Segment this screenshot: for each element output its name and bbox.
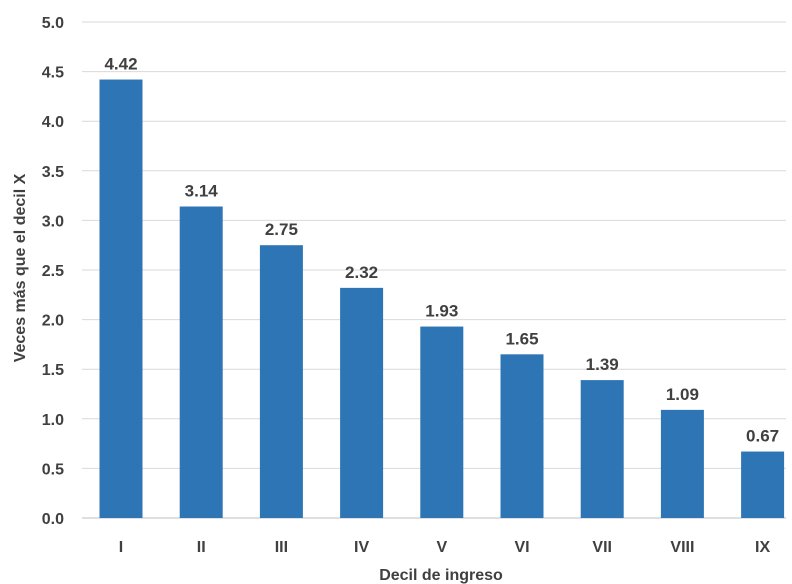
bar xyxy=(99,79,143,518)
x-tick-label: IV xyxy=(354,539,369,556)
y-tick-label: 4.0 xyxy=(42,114,64,131)
bar xyxy=(420,326,464,518)
y-tick-label: 3.5 xyxy=(42,164,64,181)
bars xyxy=(99,79,785,518)
bar xyxy=(259,245,303,518)
data-label: 1.39 xyxy=(586,355,619,374)
y-axis-ticks: 0.0 0.5 1.0 1.5 2.0 2.5 3.0 3.5 4.0 4.5 5.0 xyxy=(42,15,64,528)
y-axis-title: Veces más que el decil X xyxy=(12,173,29,362)
x-axis-ticks: I II III IV V VI VII VIII IX xyxy=(119,539,771,556)
data-label: 3.14 xyxy=(185,182,219,201)
bar xyxy=(179,206,223,518)
x-tick-label: IX xyxy=(755,539,770,556)
y-tick-label: 2.5 xyxy=(42,263,64,280)
bar xyxy=(741,451,785,518)
data-label: 0.67 xyxy=(746,427,779,446)
y-tick-label: 1.0 xyxy=(42,412,64,429)
y-tick-label: 1.5 xyxy=(42,362,64,379)
y-tick-label: 3.0 xyxy=(42,213,64,230)
y-tick-label: 2.0 xyxy=(42,313,64,330)
x-tick-label: III xyxy=(275,539,288,556)
x-tick-label: V xyxy=(436,539,447,556)
data-label: 2.75 xyxy=(265,220,298,239)
data-labels: 4.42 3.14 2.75 2.32 1.93 1.65 1.39 1.09 0.67 xyxy=(104,55,779,446)
data-label: 2.32 xyxy=(345,263,378,282)
x-tick-label: VII xyxy=(592,539,612,556)
x-tick-label: I xyxy=(119,539,123,556)
y-tick-label: 0.5 xyxy=(42,461,64,478)
bar xyxy=(580,380,624,518)
data-label: 1.93 xyxy=(425,302,458,321)
y-tick-label: 0.0 xyxy=(42,511,64,528)
data-label: 1.65 xyxy=(505,329,538,348)
x-axis-title: Decil de ingreso xyxy=(379,567,503,584)
y-tick-label: 5.0 xyxy=(42,15,64,32)
bar xyxy=(500,354,544,518)
x-tick-label: VIII xyxy=(670,539,694,556)
data-label: 4.42 xyxy=(104,55,137,74)
data-label: 1.09 xyxy=(666,385,699,404)
x-tick-label: II xyxy=(197,539,206,556)
bar xyxy=(660,409,704,518)
y-tick-label: 4.5 xyxy=(42,65,64,82)
x-tick-label: VI xyxy=(514,539,529,556)
bar xyxy=(340,287,384,518)
